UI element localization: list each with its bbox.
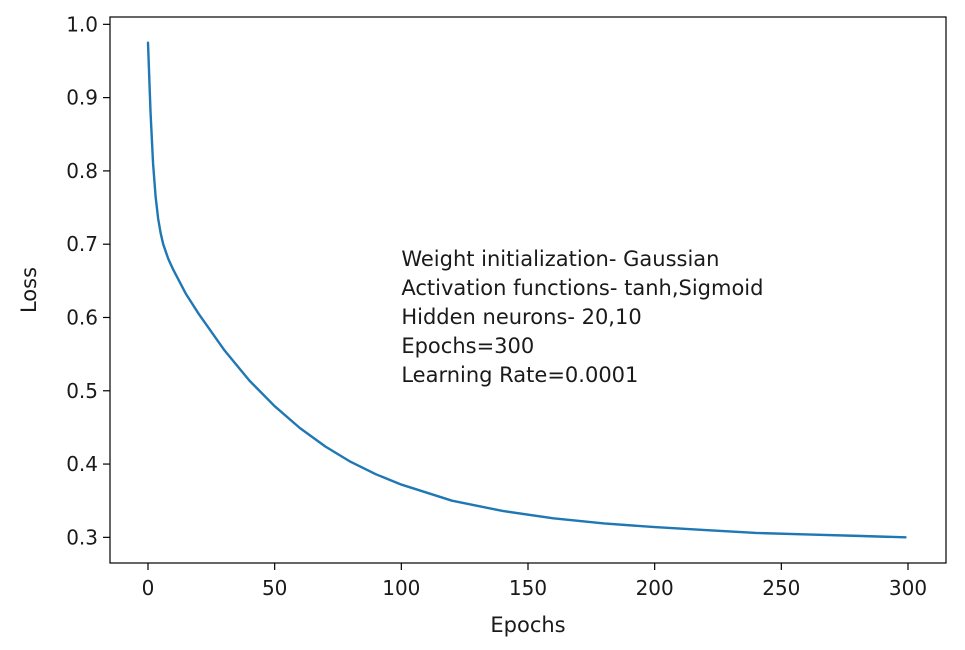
annotation-line: Epochs=300 (401, 334, 534, 358)
y-tick-label: 1.0 (66, 12, 98, 36)
y-tick-label: 0.5 (66, 379, 98, 403)
annotation-line: Activation functions- tanh,Sigmoid (401, 276, 763, 300)
annotation-line: Weight initialization- Gaussian (401, 247, 719, 271)
y-tick-label: 0.8 (66, 159, 98, 183)
loss-series-line (146, 41, 907, 539)
y-tick-label: 0.6 (66, 305, 98, 329)
annotation-line: Hidden neurons- 20,10 (401, 305, 641, 329)
x-tick-label: 150 (509, 576, 547, 600)
y-axis-ticks: 0.3 0.4 0.5 0.6 0.7 0.8 0.9 1.0 (66, 12, 110, 549)
x-tick-label: 300 (889, 576, 927, 600)
x-tick-label: 100 (382, 576, 420, 600)
y-tick-label: 0.4 (66, 452, 98, 476)
x-tick-label: 50 (262, 576, 287, 600)
annotation-line: Learning Rate=0.0001 (401, 363, 638, 387)
x-tick-label: 200 (636, 576, 674, 600)
x-tick-label: 250 (762, 576, 800, 600)
annotation-text: Weight initialization- Gaussian Activatio… (401, 247, 763, 387)
plot-area (110, 17, 946, 563)
plot-frame (109, 16, 947, 564)
y-axis-label: Loss (17, 267, 41, 313)
x-axis-label: Epochs (490, 613, 565, 637)
y-tick-label: 0.7 (66, 232, 98, 256)
x-axis-ticks: 0 50 100 150 200 250 300 (142, 563, 927, 600)
y-tick-label: 0.3 (66, 525, 98, 549)
x-tick-label: 0 (142, 576, 155, 600)
y-tick-label: 0.9 (66, 86, 98, 110)
